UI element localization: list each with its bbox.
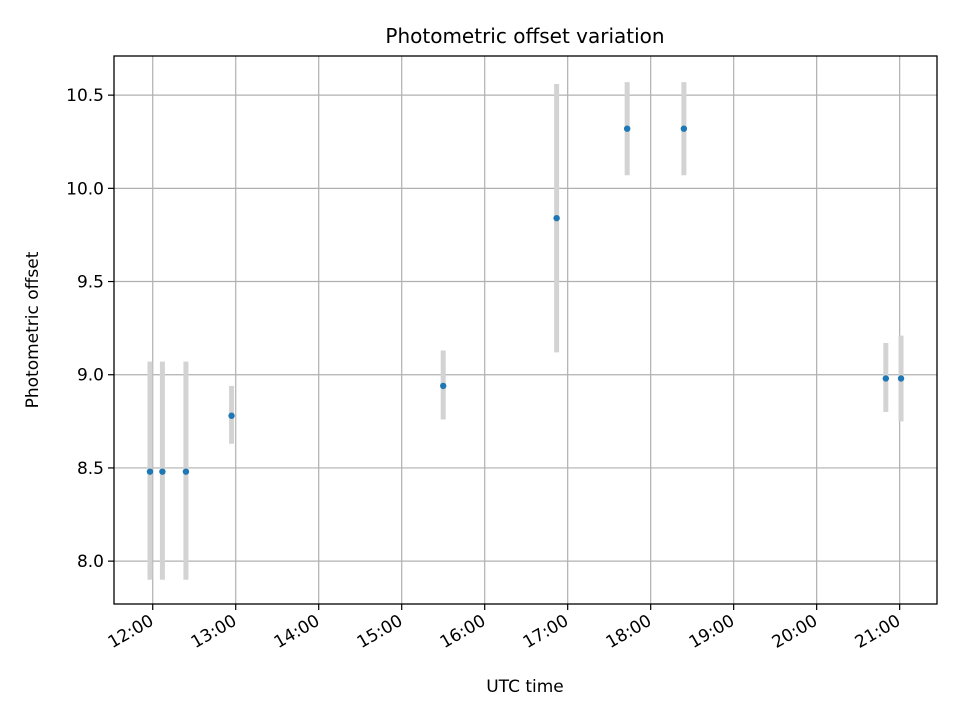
- data-point: [553, 214, 560, 222]
- x-tick-label: 18:00: [603, 611, 655, 653]
- x-tick-label: 15:00: [354, 611, 406, 653]
- data-point: [882, 375, 890, 382]
- plot-frame: [113, 55, 938, 605]
- y-tick-label: 10.0: [66, 179, 104, 199]
- x-tick-label: 20:00: [769, 611, 821, 653]
- data-point: [146, 468, 154, 475]
- y-tick-label: 8.5: [77, 459, 104, 479]
- x-tick-label: 16:00: [437, 611, 489, 653]
- y-tick-label: 8.0: [77, 552, 104, 572]
- data-point: [440, 382, 447, 390]
- x-tick-label: 13:00: [188, 611, 240, 653]
- data-point: [159, 468, 166, 475]
- data-point: [623, 125, 631, 132]
- x-tick-label: 17:00: [520, 611, 572, 653]
- data-points: [146, 125, 905, 475]
- y-tick-label: 10.5: [66, 86, 104, 106]
- data-point: [680, 125, 688, 132]
- data-point: [897, 375, 905, 382]
- x-tick-label: 12:00: [105, 611, 157, 653]
- y-tick-label: 9.5: [77, 273, 104, 293]
- y-axis-ticks: 8.0 8.5 9.0 9.5 10.0 10.5: [66, 86, 114, 572]
- x-tick-label: 19:00: [686, 611, 738, 653]
- data-point: [228, 412, 235, 419]
- data-point: [182, 468, 190, 475]
- x-tick-label: 14:00: [271, 611, 323, 653]
- x-axis-label: UTC time: [486, 677, 564, 697]
- y-tick-label: 9.0: [77, 366, 104, 386]
- x-tick-label: 21:00: [852, 611, 904, 653]
- chart-title: Photometric offset variation: [385, 24, 664, 48]
- y-axis-label: Photometric offset: [23, 251, 43, 408]
- grid: [114, 56, 937, 604]
- error-bars: [147, 82, 904, 580]
- x-axis-ticks: 12:00 13:00 14:00 15:00 16:00 17:00 18:00 19:00…: [105, 604, 904, 653]
